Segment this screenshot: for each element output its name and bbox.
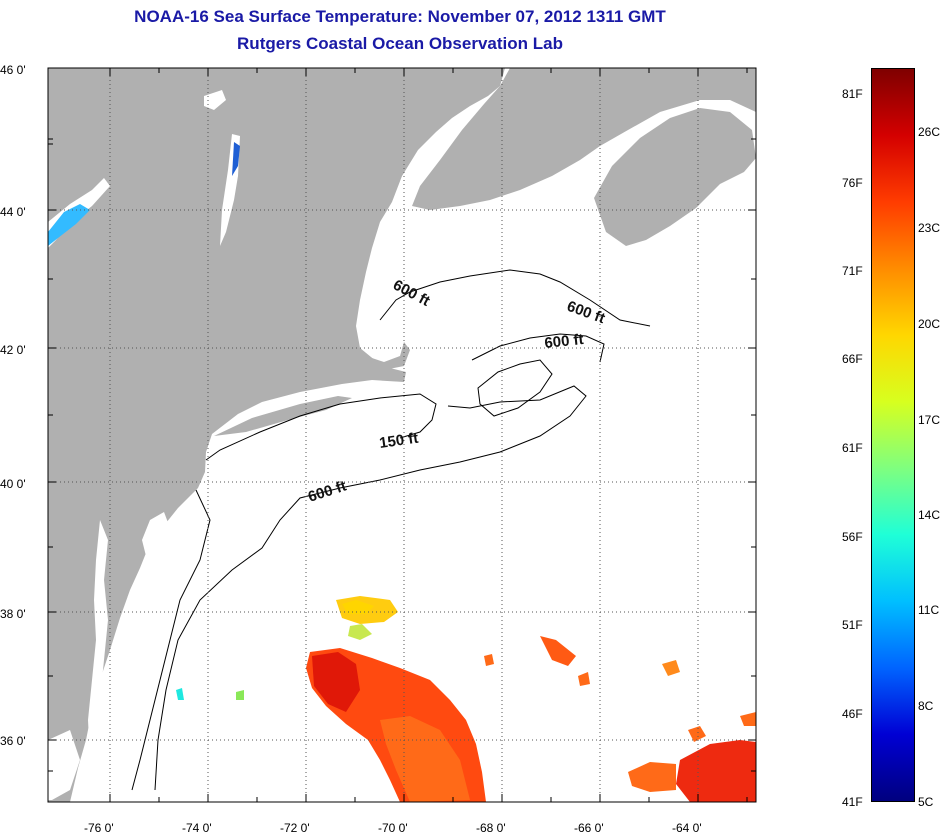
lake-water-blue — [48, 204, 90, 246]
sst-patch-small-1 — [484, 654, 494, 666]
sst-patch-east-2 — [688, 726, 706, 742]
map-title: NOAA-16 Sea Surface Temperature: Novembe… — [134, 7, 666, 26]
contour-600ft-shelf — [154, 385, 587, 791]
colorbar-f-label: 66F — [842, 352, 863, 366]
lon-label: -66 0' — [574, 821, 604, 835]
sst-data — [176, 596, 756, 802]
colorbar-f-label: 56F — [842, 530, 863, 544]
contour-150ft — [205, 393, 437, 461]
sst-patch-green — [348, 624, 372, 640]
lon-label: -72 0' — [280, 821, 310, 835]
pei-land — [708, 72, 756, 92]
depth-contours — [131, 269, 651, 791]
land-layer — [48, 68, 756, 802]
lat-label: 44 0' — [0, 205, 26, 219]
colorbar-c-label: 14C — [918, 508, 941, 522]
colorbar-f-label: 81F — [842, 87, 863, 101]
lat-label: 36 0' — [0, 734, 26, 748]
colorbar-c-label: 23C — [918, 221, 941, 235]
sst-patch-yellow — [342, 600, 374, 614]
sst-patch-small-4 — [578, 672, 590, 686]
pamlico-region — [48, 730, 80, 800]
lon-label: -76 0' — [84, 821, 114, 835]
colorbar-f-label: 71F — [842, 264, 863, 278]
sst-patch-small-3 — [176, 688, 184, 700]
cape-cod — [366, 342, 410, 370]
colorbar-c-label: 5C — [918, 795, 934, 809]
inland-lake — [204, 90, 226, 110]
longitude-labels: -76 0' -74 0' -72 0' -70 0' -68 0' -66 0… — [84, 821, 702, 835]
colorbar-f-label: 76F — [842, 176, 863, 190]
contour-label: 600 ft — [544, 331, 585, 352]
lat-label: 42 0' — [0, 343, 26, 357]
sst-patch-east-4 — [662, 660, 680, 676]
lon-label: -68 0' — [476, 821, 506, 835]
temperature-colorbar — [871, 68, 915, 802]
new-brunswick-land — [412, 68, 756, 210]
colorbar-c-label: 20C — [918, 317, 941, 331]
nova-scotia — [594, 108, 756, 246]
contour-coast-nj — [131, 489, 211, 791]
colorbar-c-label: 17C — [918, 413, 941, 427]
sst-patch-warm-core — [312, 652, 360, 712]
map-subtitle: Rutgers Coastal Ocean Observation Lab — [237, 34, 563, 53]
lon-label: -74 0' — [182, 821, 212, 835]
contour-600ft-inner — [471, 333, 605, 363]
colorbar-f-label: 41F — [842, 795, 863, 809]
colorbar-c-label: 8C — [918, 699, 934, 713]
sst-patch-east-1 — [540, 636, 576, 666]
map-frame — [47, 67, 757, 803]
colorbar-f-label: 61F — [842, 441, 863, 455]
sst-patch-east-3 — [740, 712, 756, 726]
sst-patch-southeast — [676, 740, 756, 802]
lake-champlain-blue — [232, 142, 240, 176]
lat-label: 40 0' — [0, 477, 26, 491]
colorbar-f-label: 46F — [842, 707, 863, 721]
colorbar-c-label: 26C — [918, 125, 941, 139]
contour-600ft-gulf — [379, 269, 651, 327]
lon-label: -70 0' — [378, 821, 408, 835]
colorbar-c-label: 11C — [918, 603, 940, 617]
latitude-labels: 46 0' 44 0' 42 0' 40 0' 38 0' 36 0' — [0, 63, 26, 748]
lon-label: -64 0' — [672, 821, 702, 835]
long-island — [214, 396, 352, 436]
contour-georges — [477, 359, 553, 417]
delaware-bay — [142, 512, 170, 556]
chesapeake-bay — [88, 520, 108, 760]
sst-patch-se-edge — [628, 762, 676, 792]
mainland-land — [48, 68, 505, 802]
sst-patch-south — [380, 716, 470, 802]
lat-label: 38 0' — [0, 607, 26, 621]
axis-ticks — [48, 67, 756, 802]
lat-label: 46 0' — [0, 63, 26, 77]
sst-patch-small-2 — [236, 690, 244, 700]
colorbar-f-label: 51F — [842, 618, 863, 632]
contour-label: 150 ft — [378, 430, 419, 452]
